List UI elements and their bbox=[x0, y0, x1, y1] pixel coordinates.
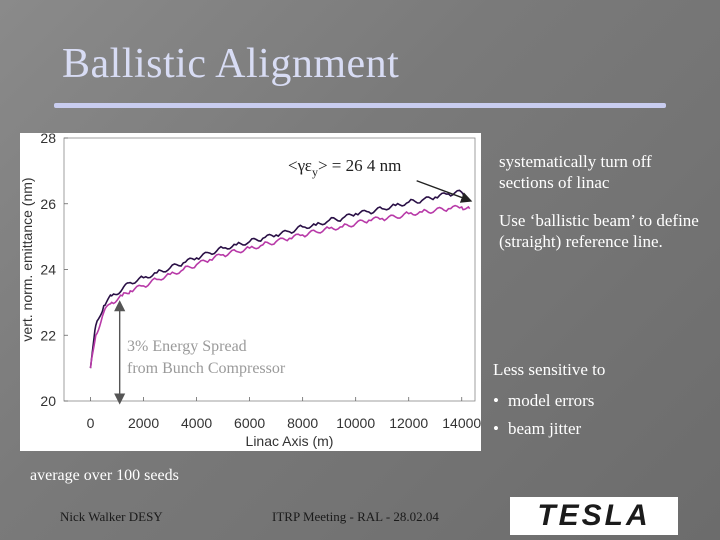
bullet-model-errors: model errors bbox=[493, 387, 594, 415]
y-tick-label-2: 24 bbox=[40, 262, 56, 278]
x-ticks: 0 2000 4000 6000 8000 10000 12000 14000 bbox=[87, 397, 481, 431]
title-underline bbox=[54, 103, 666, 108]
x-tick-label-7: 14000 bbox=[442, 415, 481, 431]
y-ticks: 20 22 24 26 28 bbox=[40, 133, 68, 409]
y-tick-label-1: 22 bbox=[40, 327, 56, 343]
x-tick-label-0: 0 bbox=[87, 415, 95, 431]
annotation-group bbox=[114, 180, 473, 405]
annotation-value: > = 26 4 nm bbox=[318, 156, 401, 175]
x-tick-label-4: 8000 bbox=[287, 415, 318, 431]
footnote-seeds: average over 100 seeds bbox=[30, 467, 179, 484]
emittance-annotation: <γεy> = 26 4 nm bbox=[288, 156, 401, 179]
y-tick-label-0: 20 bbox=[40, 393, 56, 409]
x-tick-label-5: 10000 bbox=[336, 415, 375, 431]
x-tick-label-1: 2000 bbox=[128, 415, 159, 431]
note-less-sensitive: Less sensitive to bbox=[493, 360, 606, 379]
series-group bbox=[89, 189, 471, 369]
footer-author: Nick Walker DESY bbox=[60, 509, 163, 524]
bullet-beam-jitter: beam jitter bbox=[493, 415, 594, 443]
x-axis-label: Linac Axis (m) bbox=[246, 433, 334, 449]
note-turn-off-sections: systematically turn off sections of lina… bbox=[499, 152, 652, 192]
note-ballistic-beam: Use ‘ballistic beam’ to define (straight… bbox=[499, 211, 699, 251]
emittance-chart: 0 2000 4000 6000 8000 10000 12000 14000 20 22 24 2… bbox=[20, 133, 481, 451]
series-line-1 bbox=[89, 204, 471, 369]
chart-svg: 0 2000 4000 6000 8000 10000 12000 14000 2022242… bbox=[20, 133, 481, 449]
x-tick-label-2: 4000 bbox=[181, 415, 212, 431]
spread-label-line2: from Bunch Compressor bbox=[127, 360, 286, 377]
bullet-list: model errors beam jitter bbox=[493, 387, 594, 443]
annotation-sub: y bbox=[312, 165, 318, 179]
y-tick-label-4: 28 bbox=[40, 133, 56, 146]
tesla-logo-text: TESLA bbox=[537, 499, 651, 532]
tesla-logo: TESLA bbox=[510, 497, 678, 535]
annotation-label: <γε bbox=[288, 156, 312, 175]
footer-meeting: ITRP Meeting - RAL - 28.02.04 bbox=[272, 509, 439, 524]
series-line-0 bbox=[89, 189, 470, 369]
y-axis-label: vert. norm. emittance (nm) bbox=[20, 177, 35, 341]
x-tick-label-6: 12000 bbox=[389, 415, 428, 431]
y-tick-label-3: 26 bbox=[40, 196, 56, 212]
x-tick-label-3: 6000 bbox=[234, 415, 265, 431]
annotation-arrow bbox=[416, 180, 473, 203]
spread-label-line1: 3% Energy Spread bbox=[127, 338, 247, 355]
slide-title: Ballistic Alignment bbox=[62, 41, 400, 87]
